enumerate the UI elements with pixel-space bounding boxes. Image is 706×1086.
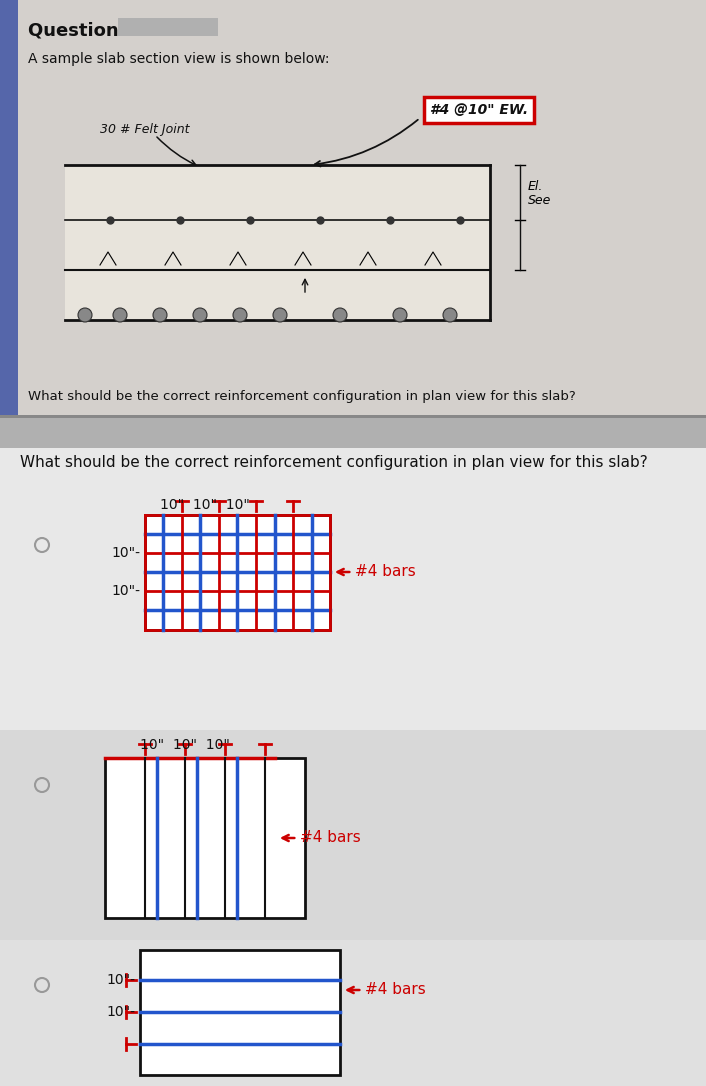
Text: See: See <box>528 193 551 206</box>
Text: #4 bars: #4 bars <box>337 565 416 580</box>
Circle shape <box>78 308 92 323</box>
Text: Question 8: Question 8 <box>28 22 138 40</box>
Circle shape <box>153 308 167 323</box>
Text: 10"-: 10"- <box>111 546 140 560</box>
Bar <box>0 449 706 1086</box>
Bar <box>0 0 706 415</box>
Text: 10"-: 10"- <box>106 1005 135 1019</box>
Bar <box>0 0 18 415</box>
Bar <box>145 515 330 630</box>
Bar <box>118 18 218 36</box>
Text: 10"-: 10"- <box>106 973 135 987</box>
Circle shape <box>273 308 287 323</box>
Text: 10"-: 10"- <box>111 584 140 598</box>
Bar <box>0 940 706 1086</box>
Text: A sample slab section view is shown below:: A sample slab section view is shown belo… <box>28 52 330 66</box>
Text: 10"  10"  10": 10" 10" 10" <box>140 738 230 752</box>
Text: #4 bars: #4 bars <box>282 831 361 846</box>
Bar <box>65 165 490 320</box>
Bar <box>0 730 706 940</box>
Text: 10"  10"  10": 10" 10" 10" <box>160 498 250 512</box>
Bar <box>0 418 706 449</box>
Circle shape <box>193 308 207 323</box>
Text: 30 # Felt Joint: 30 # Felt Joint <box>100 124 189 137</box>
Text: What should be the correct reinforcement configuration in plan view for this sla: What should be the correct reinforcement… <box>28 390 576 403</box>
Text: El.: El. <box>528 180 544 193</box>
Text: #4 @10" EW.: #4 @10" EW. <box>430 103 528 117</box>
Circle shape <box>333 308 347 323</box>
Circle shape <box>443 308 457 323</box>
Circle shape <box>233 308 247 323</box>
Bar <box>0 490 706 730</box>
Text: #4 bars: #4 bars <box>347 983 426 998</box>
Bar <box>140 950 340 1075</box>
Bar <box>105 758 305 918</box>
Circle shape <box>113 308 127 323</box>
Bar <box>0 415 706 418</box>
Text: What should be the correct reinforcement configuration in plan view for this sla: What should be the correct reinforcement… <box>20 455 647 470</box>
Circle shape <box>393 308 407 323</box>
